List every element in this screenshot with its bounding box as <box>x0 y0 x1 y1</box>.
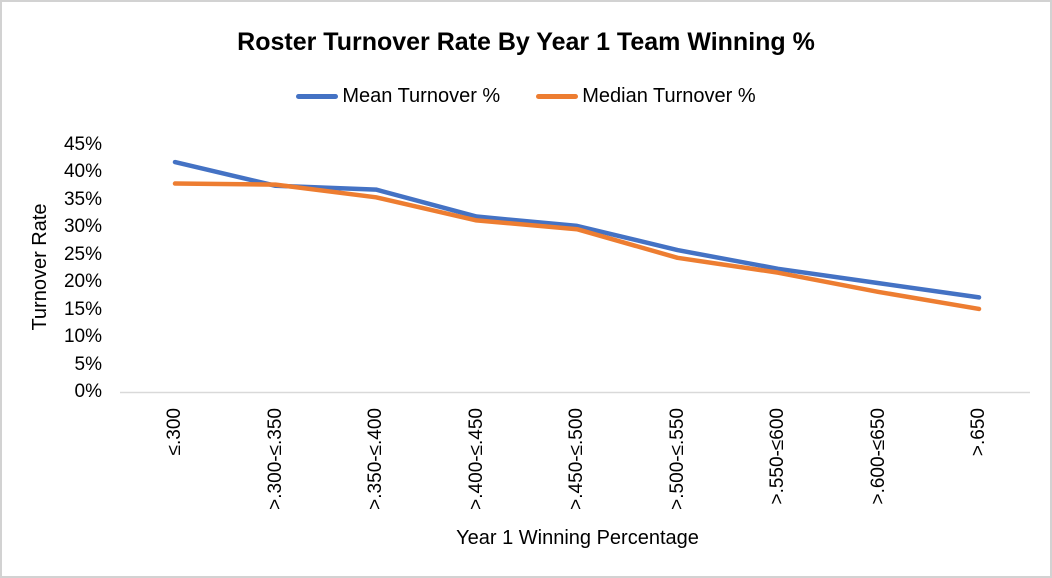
x-category-label: >.650 <box>968 408 989 457</box>
legend-swatch-median-icon <box>536 94 579 99</box>
x-category-label: >.550-≤600 <box>767 408 788 505</box>
x-category-label: >.350-≤.400 <box>365 408 386 510</box>
chart-title: Roster Turnover Rate By Year 1 Team Winn… <box>237 28 815 56</box>
x-axis-title: Year 1 Winning Percentage <box>456 527 699 549</box>
y-tick-label: 5% <box>74 353 102 375</box>
legend-label-median: Median Turnover % <box>582 85 756 107</box>
y-tick-label: 0% <box>74 381 102 402</box>
y-tick-label: 35% <box>63 188 102 210</box>
y-tick-label: 45% <box>63 133 102 155</box>
y-tick-label: 20% <box>63 271 102 292</box>
legend-item-mean: Mean Turnover % <box>296 85 500 108</box>
x-category-label: >.600-≤650 <box>867 408 889 505</box>
x-category-label: >.450-≤.500 <box>566 408 587 510</box>
legend-label-mean: Mean Turnover % <box>342 85 501 107</box>
x-category-label: >.500-≤.550 <box>666 408 688 510</box>
y-tick-label: 10% <box>63 326 102 347</box>
series-line-mean-turnover <box>172 159 982 300</box>
legend-item-median: Median Turnover % <box>536 85 756 108</box>
series-line-median-turnover <box>172 181 982 312</box>
legend-swatch-mean-icon <box>296 94 339 99</box>
y-tick-label: 15% <box>63 298 102 320</box>
y-tick-label: 40% <box>63 161 102 182</box>
x-category-label: ≤.300 <box>164 408 185 456</box>
legend: Mean Turnover % Median Turnover % <box>2 85 1050 108</box>
y-tick-label: 25% <box>63 243 102 265</box>
x-category-label: >.400-≤.450 <box>465 408 487 510</box>
x-category-label: >.300-≤.350 <box>264 408 286 510</box>
y-tick-label: 30% <box>63 216 102 237</box>
